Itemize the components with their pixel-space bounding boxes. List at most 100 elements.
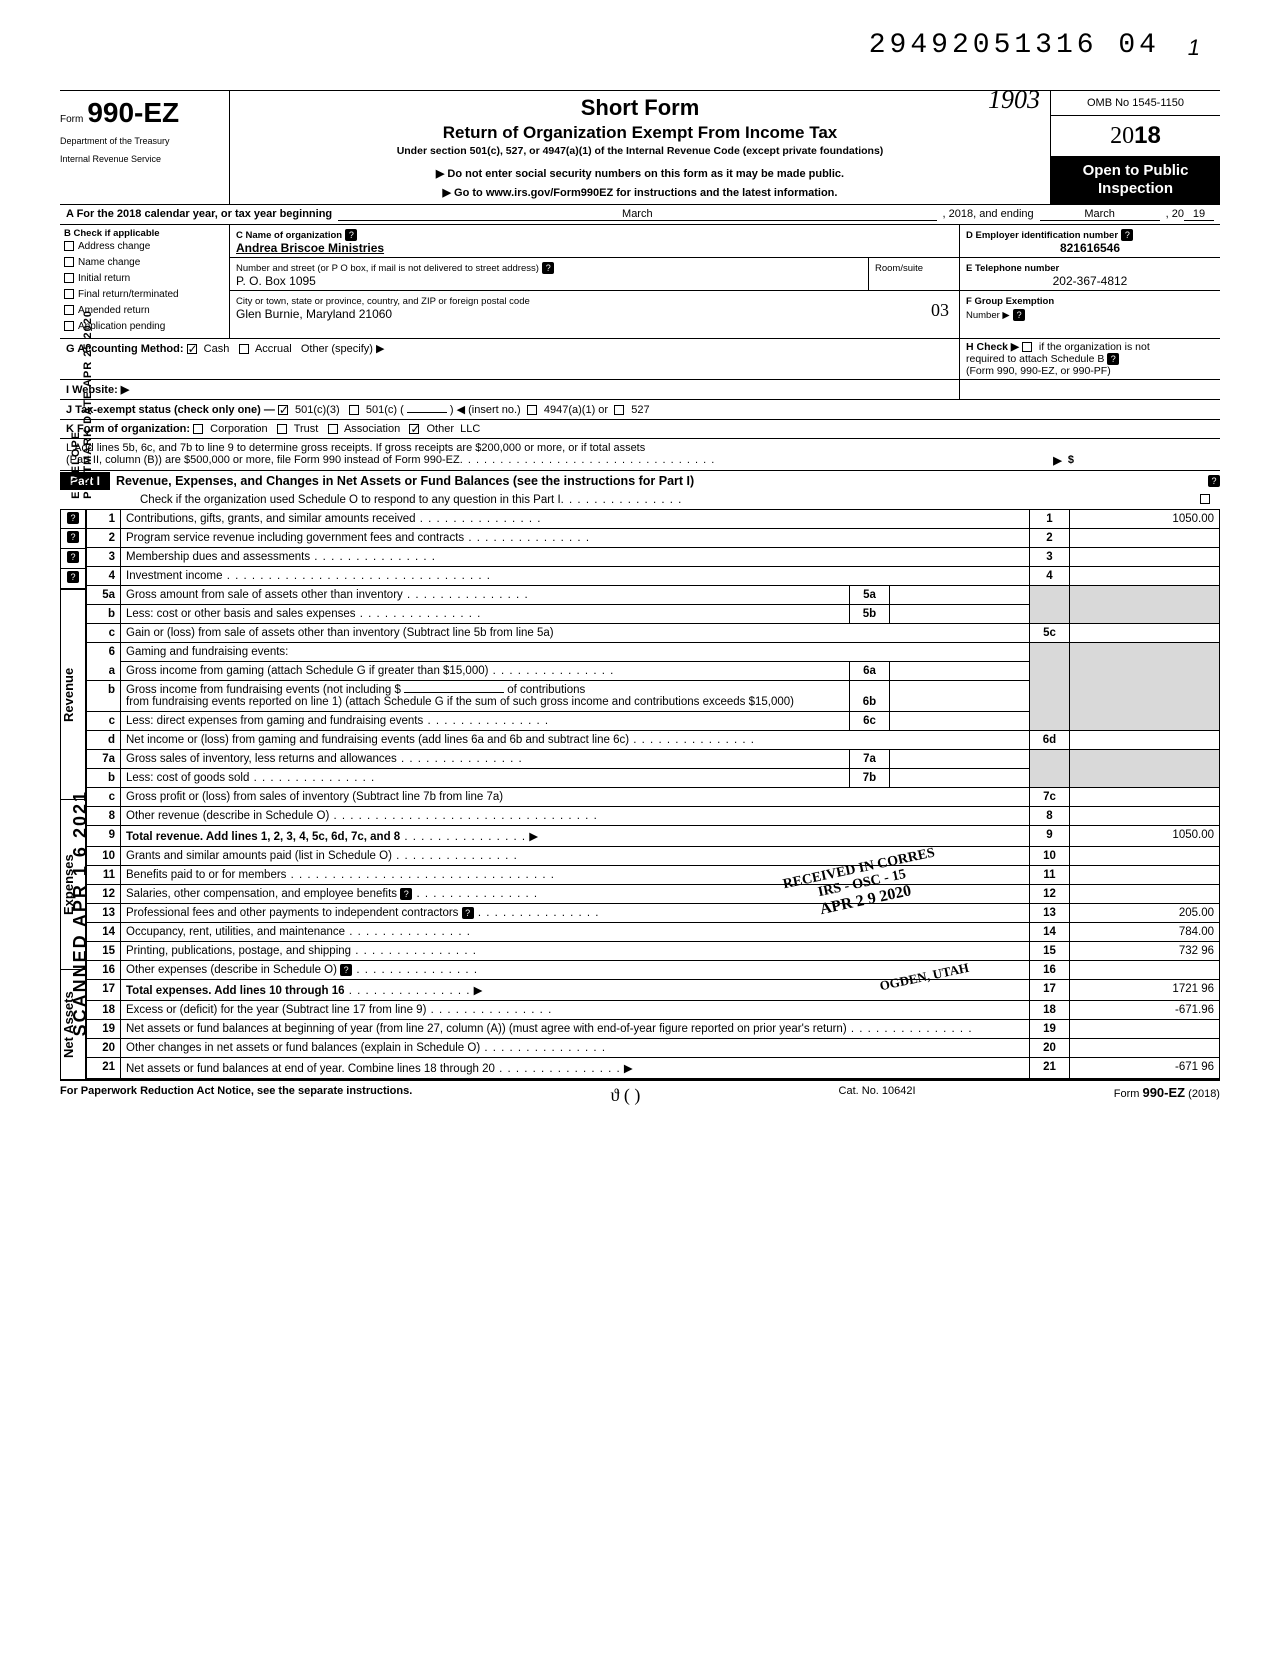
amt-val[interactable]	[1070, 788, 1220, 807]
amt-val[interactable]	[1070, 567, 1220, 586]
line-no: 4	[87, 567, 121, 586]
chk-initial[interactable]: Initial return	[64, 271, 225, 287]
j-501c3: 501(c)(3)	[295, 404, 340, 416]
shade-cell	[1070, 586, 1220, 624]
chk-name[interactable]: Name change	[64, 255, 225, 271]
checkbox-icon[interactable]	[349, 405, 359, 415]
amt-val[interactable]	[1070, 885, 1220, 904]
mid-val[interactable]	[890, 586, 1030, 605]
checkbox-icon[interactable]	[278, 405, 288, 415]
checkbox-icon[interactable]	[64, 273, 74, 283]
help-icon[interactable]: ?	[400, 888, 412, 900]
checkbox-icon[interactable]	[239, 344, 249, 354]
mid-val[interactable]	[890, 769, 1030, 788]
checkbox-icon[interactable]	[328, 424, 338, 434]
row-a: A For the 2018 calendar year, or tax yea…	[60, 204, 1220, 225]
c-city-label: City or town, state or province, country…	[236, 296, 530, 307]
help-icon[interactable]: ?	[345, 229, 357, 241]
table-row: 15Printing, publications, postage, and s…	[87, 942, 1220, 961]
checkbox-icon[interactable]	[409, 424, 419, 434]
help-icon[interactable]: ?	[67, 531, 79, 543]
amt-val[interactable]: 732 96	[1070, 942, 1220, 961]
desc-text: Other changes in net assets or fund bala…	[126, 1042, 480, 1054]
help-icon[interactable]: ?	[67, 512, 79, 524]
help-icon[interactable]: ?	[67, 551, 79, 563]
amt-no: 9	[1030, 826, 1070, 847]
line-no: a	[87, 662, 121, 681]
amt-val[interactable]: 1050.00	[1070, 826, 1220, 847]
shade-cell	[1070, 662, 1220, 681]
checkbox-icon[interactable]	[193, 424, 203, 434]
checkbox-icon[interactable]	[64, 289, 74, 299]
chk-label: Final return/terminated	[78, 289, 179, 300]
line-no: c	[87, 788, 121, 807]
line-desc: Contributions, gifts, grants, and simila…	[121, 510, 1030, 529]
contrib-field[interactable]	[404, 692, 504, 693]
help-icon[interactable]: ?	[462, 907, 474, 919]
row-a-end-month[interactable]: March	[1040, 208, 1160, 221]
amt-no: 2	[1030, 529, 1070, 548]
mid-val[interactable]	[890, 712, 1030, 731]
org-name[interactable]: Andrea Briscoe Ministries	[236, 241, 384, 255]
amt-val[interactable]	[1070, 961, 1220, 980]
mid-val[interactable]	[890, 662, 1030, 681]
amt-val[interactable]: -671.96	[1070, 1001, 1220, 1020]
mid-val[interactable]	[890, 750, 1030, 769]
help-icon[interactable]: ?	[542, 262, 554, 274]
org-city[interactable]: Glen Burnie, Maryland 21060	[236, 307, 392, 321]
help-icon[interactable]: ?	[1121, 229, 1133, 241]
chk-address[interactable]: Address change	[64, 239, 225, 255]
checkbox-icon[interactable]	[277, 424, 287, 434]
checkbox-icon[interactable]	[1022, 342, 1032, 352]
help-icon[interactable]: ?	[1013, 309, 1025, 321]
desc-text: Less: cost of goods sold	[126, 772, 249, 784]
amt-val[interactable]	[1070, 807, 1220, 826]
row-i-right	[960, 380, 1220, 399]
dots	[286, 869, 554, 881]
amt-val[interactable]: 1721 96	[1070, 980, 1220, 1001]
j-insert-field[interactable]	[407, 412, 447, 413]
amt-val[interactable]	[1070, 866, 1220, 885]
amt-val[interactable]: 205.00	[1070, 904, 1220, 923]
amt-val[interactable]	[1070, 624, 1220, 643]
amt-no: 11	[1030, 866, 1070, 885]
org-street[interactable]: P. O. Box 1095	[236, 274, 316, 288]
checkbox-icon[interactable]	[187, 344, 197, 354]
line-desc: Printing, publications, postage, and shi…	[121, 942, 1030, 961]
help-icon[interactable]: ?	[1208, 475, 1220, 487]
dots	[400, 831, 526, 843]
amt-val[interactable]	[1070, 847, 1220, 866]
checkbox-icon[interactable]	[64, 257, 74, 267]
row-a-end-year[interactable]: 19	[1184, 208, 1214, 221]
mid-val[interactable]	[890, 681, 1030, 712]
checkbox-icon[interactable]	[614, 405, 624, 415]
amt-no: 7c	[1030, 788, 1070, 807]
k-other-val[interactable]: LLC	[460, 423, 480, 435]
amt-val[interactable]: 784.00	[1070, 923, 1220, 942]
mid-val[interactable]	[890, 605, 1030, 624]
open-line2: Inspection	[1053, 180, 1218, 198]
help-icon[interactable]: ?	[340, 964, 352, 976]
checkbox-icon[interactable]	[527, 405, 537, 415]
line-desc: Net assets or fund balances at end of ye…	[121, 1058, 1030, 1079]
l-amount[interactable]	[1074, 454, 1214, 467]
amt-val[interactable]	[1070, 731, 1220, 750]
amt-val[interactable]: -671 96	[1070, 1058, 1220, 1079]
help-cell: ?	[60, 509, 86, 529]
help-icon[interactable]: ?	[67, 571, 79, 583]
l-line2: (Part II, column (B)) are $500,000 or mo…	[66, 454, 460, 467]
table-row: 10Grants and similar amounts paid (list …	[87, 847, 1220, 866]
checkbox-icon[interactable]	[64, 241, 74, 251]
amt-val[interactable]	[1070, 548, 1220, 567]
amt-val[interactable]: 1050.00	[1070, 510, 1220, 529]
help-icon[interactable]: ?	[1107, 353, 1119, 365]
line-no: 19	[87, 1020, 121, 1039]
amt-no: 5c	[1030, 624, 1070, 643]
amt-val[interactable]	[1070, 1020, 1220, 1039]
chk-final[interactable]: Final return/terminated	[64, 287, 225, 303]
checkbox-icon[interactable]	[1200, 494, 1210, 504]
line-desc: Grants and similar amounts paid (list in…	[121, 847, 1030, 866]
row-a-begin[interactable]: March	[338, 208, 936, 221]
amt-val[interactable]	[1070, 529, 1220, 548]
amt-val[interactable]	[1070, 1039, 1220, 1058]
